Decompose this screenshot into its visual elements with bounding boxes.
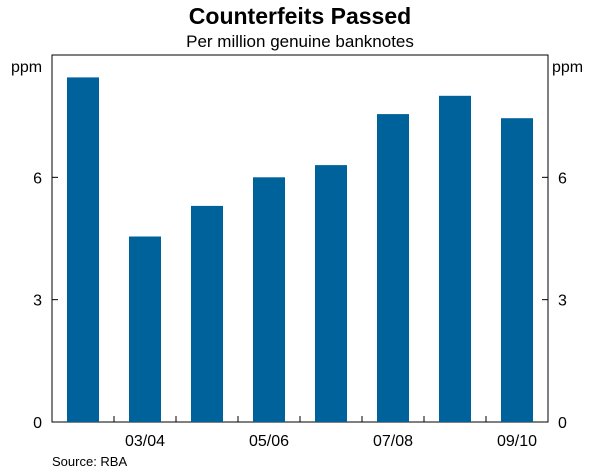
x-tick-label: 03/04 (125, 433, 165, 450)
bars-group (67, 77, 533, 423)
y-tick-label-left: 3 (33, 293, 42, 310)
y-ticks-group: 0 0 3 3 6 6 (33, 170, 567, 432)
x-ticks-group: 03/04 05/06 07/08 09/10 (113, 416, 537, 450)
y-axis-label-right: ppm (552, 59, 583, 76)
bar-08-09 (439, 95, 471, 423)
bar-09-10 (501, 118, 533, 422)
plot-frame (51, 54, 549, 423)
bar-04-05 (191, 205, 223, 422)
bar-07-08 (377, 114, 409, 422)
y-tick-label-left: 6 (33, 170, 42, 187)
bar-05-06 (253, 177, 285, 422)
y-tick-label-right: 3 (558, 293, 567, 310)
bar-03-04 (129, 236, 161, 422)
y-axis-label-left: ppm (11, 59, 42, 76)
bar-02-03 (67, 77, 99, 423)
source-note: Source: RBA (52, 454, 127, 469)
chart-subtitle: Per million genuine banknotes (186, 32, 414, 51)
y-tick-label-left: 0 (33, 415, 42, 432)
y-tick-label-right: 0 (558, 415, 567, 432)
chart-title: Counterfeits Passed (189, 3, 411, 29)
x-tick-label: 09/10 (497, 433, 537, 450)
x-tick-label: 07/08 (373, 433, 413, 450)
bar-06-07 (315, 165, 347, 422)
x-tick-label: 05/06 (249, 433, 289, 450)
y-tick-label-right: 6 (558, 170, 567, 187)
